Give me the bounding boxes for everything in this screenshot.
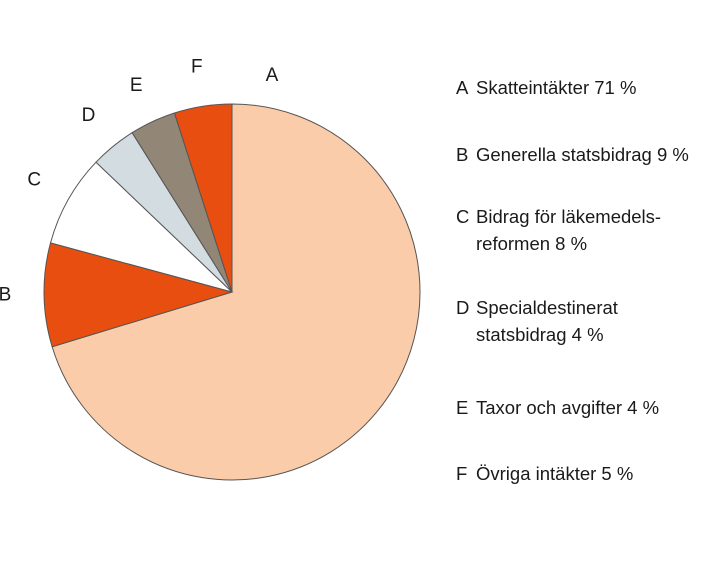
legend-item-b: B Generella statsbidrag 9 % [456,141,728,168]
legend-text-b: Generella statsbidrag 9 % [476,144,689,165]
legend-item-d: D Specialdestinerat statsbidrag 4 % [456,294,728,348]
slice-label-d: D [82,105,96,126]
legend-item-c: C Bidrag för läkemedels- reformen 8 % [456,203,728,257]
legend-key-b: B [456,144,469,165]
slice-label-e: E [130,75,143,96]
legend-text-d-line1: Specialdestinerat [476,297,618,318]
legend-item-a: A Skatteintäkter 71 % [456,74,728,101]
pie-slice-c [49,161,233,293]
legend-key-c: C [456,206,470,227]
slice-label-a: A [266,65,279,86]
legend-item-e: E Taxor och avgifter 4 % [456,394,728,421]
legend-key-f: F [456,463,468,484]
legend-key-e: E [456,397,469,418]
pie-slice-f [173,103,233,293]
slice-label-b: B [0,285,11,306]
legend-key-a: A [456,77,469,98]
legend-text-c-line2: reformen 8 % [476,233,588,254]
legend-text-d-line2: statsbidrag 4 % [476,324,604,345]
legend-text-f: Övriga intäkter 5 % [476,463,634,484]
legend-text-a: Skatteintäkter 71 % [476,77,637,98]
legend-item-f: F Övriga intäkter 5 % [456,460,728,487]
legend-key-d: D [456,297,470,318]
legend-text-c-line1: Bidrag för läkemedels- [476,206,662,227]
pie-slice-b [43,242,234,348]
slice-label-f: F [191,57,203,78]
legend-text-e: Taxor och avgifter 4 % [476,397,660,418]
pie-slice-a [51,103,421,481]
slice-label-c: C [27,170,41,191]
